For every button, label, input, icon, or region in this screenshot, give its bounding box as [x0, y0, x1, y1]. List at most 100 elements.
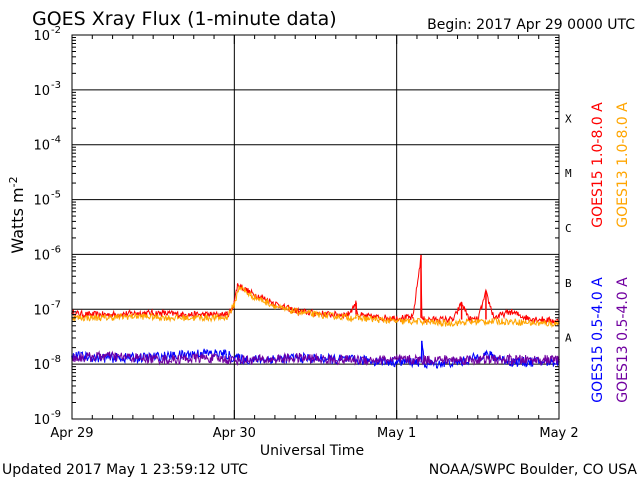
data-point: [477, 320, 479, 323]
data-point: [233, 358, 236, 361]
data-point: [347, 313, 349, 316]
flare-class-labels: X M C B A: [565, 112, 572, 344]
data-point: [298, 357, 301, 359]
data-point: [282, 308, 284, 311]
x-tick-label: Apr 29: [50, 426, 93, 441]
series-line: [71, 350, 560, 367]
x-tick-label: May 2: [539, 426, 578, 441]
y-tick-exponent: -6: [51, 244, 61, 255]
data-point: [541, 322, 544, 325]
y-tick-label: 10: [33, 303, 50, 318]
y-tick-base: 10: [33, 358, 50, 373]
y-tick-exponent: -2: [51, 25, 61, 36]
legend-entry: GOES13 1.0-8.0 A: [615, 102, 631, 228]
x-axis-label: Universal Time: [260, 443, 364, 459]
data-point: [355, 316, 357, 319]
data-point: [444, 322, 447, 325]
y-tick-exponent: -7: [51, 299, 61, 310]
data-point: [201, 352, 203, 354]
y-tick-base: 10: [33, 84, 50, 99]
flare-class-m: M: [565, 167, 572, 180]
y-tick-base: 10: [33, 248, 50, 263]
legend-entry: GOES15 1.0-8.0 A: [590, 102, 606, 228]
data-point: [493, 316, 495, 319]
data-point: [541, 318, 544, 321]
data-point: [330, 313, 333, 316]
y-tick-exponent: -5: [51, 190, 61, 201]
data-point: [249, 294, 252, 297]
data-point: [233, 304, 236, 306]
y-axis-label-exponent: -2: [7, 176, 20, 187]
data-point: [509, 320, 512, 323]
data-point: [103, 316, 106, 319]
y-tick-exponent: -9: [51, 409, 61, 420]
data-point: [395, 361, 398, 363]
y-tick-label: 10: [33, 194, 50, 209]
data-point: [136, 315, 138, 317]
series-group: [71, 254, 560, 370]
updated-text: Updated 2017 May 1 23:59:12 UTC: [2, 462, 248, 478]
begin-label: Begin: 2017 Apr 29 0000 UTC: [427, 17, 635, 33]
data-point: [103, 355, 106, 357]
y-tick-label: 10: [33, 29, 50, 44]
y-tick-base: 10: [33, 29, 50, 44]
y-tick-base: 10: [33, 303, 50, 318]
y-tick-exponent: -8: [51, 354, 61, 365]
flare-class-x: X: [565, 112, 572, 125]
series-line: [71, 285, 560, 328]
data-point: [509, 361, 512, 363]
data-point: [240, 285, 242, 288]
x-tick-labels: Apr 29 Apr 30 May 1 May 2: [50, 426, 578, 441]
data-point: [314, 313, 317, 316]
axes: [71, 34, 560, 420]
y-tick-labels: 10-210-310-410-510-610-710-810-9: [33, 25, 61, 428]
y-tick-label: 10: [33, 139, 50, 154]
data-point: [168, 358, 171, 361]
legend-entry: GOES15 0.5-4.0 A: [590, 277, 606, 403]
data-point: [525, 358, 528, 361]
y-tick-label: 10: [33, 248, 50, 263]
data-point: [168, 355, 171, 357]
data-point: [468, 318, 471, 321]
legend-entry: GOES13 0.5-4.0 A: [615, 277, 631, 403]
data-point: [493, 358, 495, 361]
y-tick-base: 10: [33, 194, 50, 209]
data-point: [168, 316, 171, 319]
data-point: [460, 358, 463, 361]
data-point: [420, 320, 422, 323]
y-tick-label: 10: [33, 84, 50, 99]
chart-title: GOES Xray Flux (1-minute data): [32, 8, 337, 30]
data-point: [160, 312, 163, 314]
flare-class-c: C: [565, 222, 572, 235]
data-point: [87, 313, 90, 316]
data-point: [136, 312, 138, 314]
data-point: [209, 313, 211, 316]
data-point: [201, 316, 203, 319]
y-tick-base: 10: [33, 413, 50, 428]
data-point: [225, 316, 228, 319]
data-point: [238, 285, 241, 288]
y-tick-label: 10: [33, 358, 50, 373]
grid-lines: [72, 35, 559, 419]
data-point: [330, 358, 333, 361]
x-tick-label: Apr 30: [213, 426, 256, 441]
data-point: [525, 316, 528, 319]
y-tick-label: 10: [33, 413, 50, 428]
data-point: [266, 358, 268, 361]
y-axis-label-text: Watts m: [8, 187, 27, 253]
data-point: [509, 310, 512, 313]
y-tick-exponent: -3: [51, 80, 61, 91]
data-point: [485, 353, 487, 356]
data-point: [136, 357, 138, 359]
data-point: [363, 358, 366, 361]
y-tick-base: 10: [33, 139, 50, 154]
data-point: [395, 316, 398, 319]
data-point: [395, 320, 398, 323]
data-point: [184, 313, 187, 316]
legend: GOES15 1.0-8.0 A GOES13 1.0-8.0 A GOES15 0…: [590, 102, 631, 403]
data-point: [428, 358, 430, 361]
flare-class-a: A: [565, 332, 572, 345]
x-tick-label: May 1: [377, 426, 416, 441]
